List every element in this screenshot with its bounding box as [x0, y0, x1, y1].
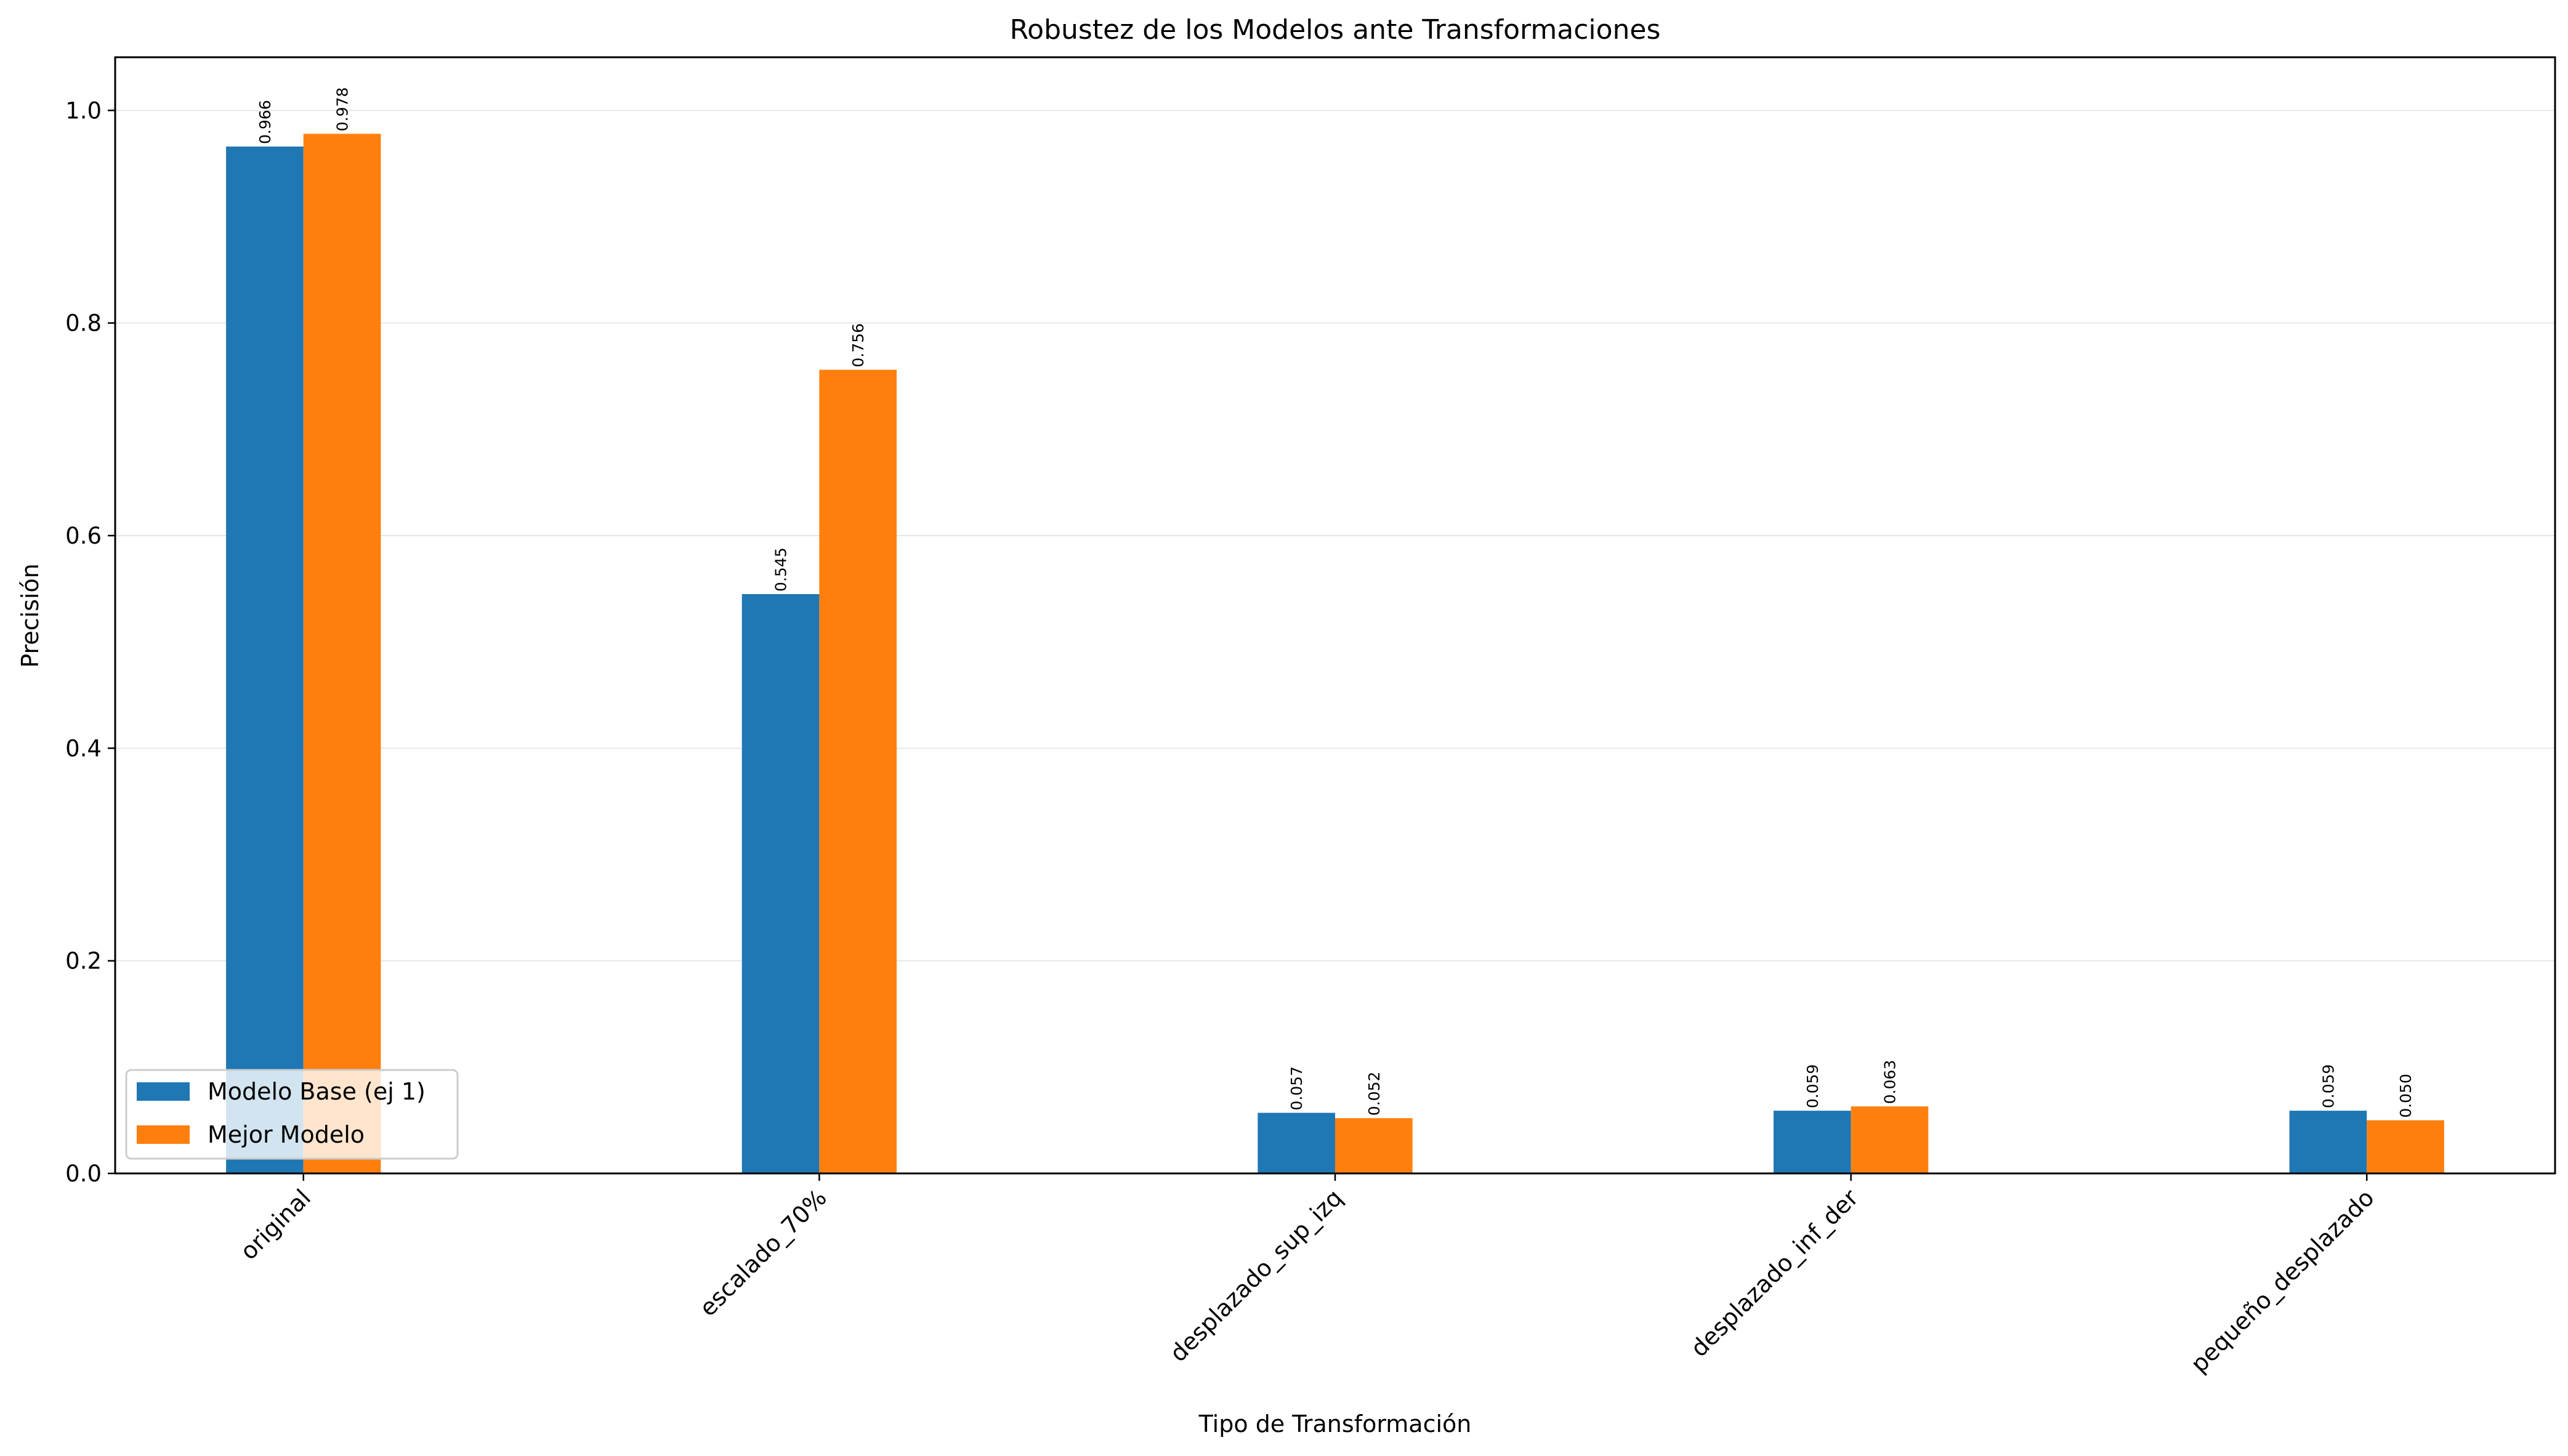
bar-value-label: 0.545 — [772, 547, 790, 592]
y-axis-title: Precisión — [17, 563, 44, 668]
legend-label-modelo-base: Modelo Base (ej 1) — [208, 1078, 426, 1105]
bar-0-4 — [2289, 1111, 2367, 1173]
bar-1-1 — [819, 369, 897, 1173]
y-tick-label: 0.6 — [65, 523, 102, 549]
bar-1-0 — [303, 134, 381, 1173]
bar-value-label: 0.059 — [2319, 1064, 2337, 1109]
bar-value-label: 0.052 — [1365, 1072, 1383, 1116]
bar-1-3 — [1851, 1106, 1929, 1173]
value-labels-group: 0.966 0.545 0.057 0.059 0.059 0.978 0.756 0.052… — [256, 87, 2415, 1118]
bars-group — [226, 134, 2444, 1173]
legend-swatch-modelo-base — [137, 1082, 190, 1101]
legend-box — [125, 1069, 459, 1160]
chart-title: Robustez de los Modelos ante Transformac… — [1010, 14, 1661, 46]
y-tick-label: 0.0 — [65, 1160, 102, 1187]
bar-value-label: 0.057 — [1288, 1066, 1306, 1111]
y-tick-label: 1.0 — [65, 97, 102, 124]
legend-swatch-mejor-modelo — [137, 1125, 190, 1144]
bar-value-label: 0.063 — [1881, 1060, 1899, 1104]
bar-0-1 — [741, 593, 820, 1173]
bar-0-2 — [1258, 1112, 1335, 1173]
legend-label-mejor-modelo: Mejor Modelo — [208, 1121, 365, 1148]
y-axis: 0.0 0.2 0.4 0.6 0.8 1.0 — [65, 97, 115, 1187]
bar-1-2 — [1335, 1118, 1413, 1173]
y-tick-label: 0.4 — [65, 735, 102, 762]
bar-value-label: 0.966 — [256, 100, 274, 144]
bar-value-label: 0.050 — [2397, 1074, 2415, 1118]
bar-value-label: 0.756 — [849, 323, 867, 368]
bar-value-label: 0.059 — [1804, 1064, 1822, 1109]
bar-0-3 — [1773, 1111, 1851, 1173]
bar-0-0 — [226, 147, 304, 1173]
x-axis-title: Tipo de Transformación — [1198, 1410, 1472, 1438]
y-tick-label: 0.8 — [65, 310, 102, 337]
legend: Modelo Base (ej 1) Mejor Modelo — [125, 1069, 459, 1160]
bar-value-label: 0.978 — [334, 87, 352, 132]
bar-1-4 — [2367, 1120, 2444, 1173]
y-tick-label: 0.2 — [65, 948, 102, 975]
